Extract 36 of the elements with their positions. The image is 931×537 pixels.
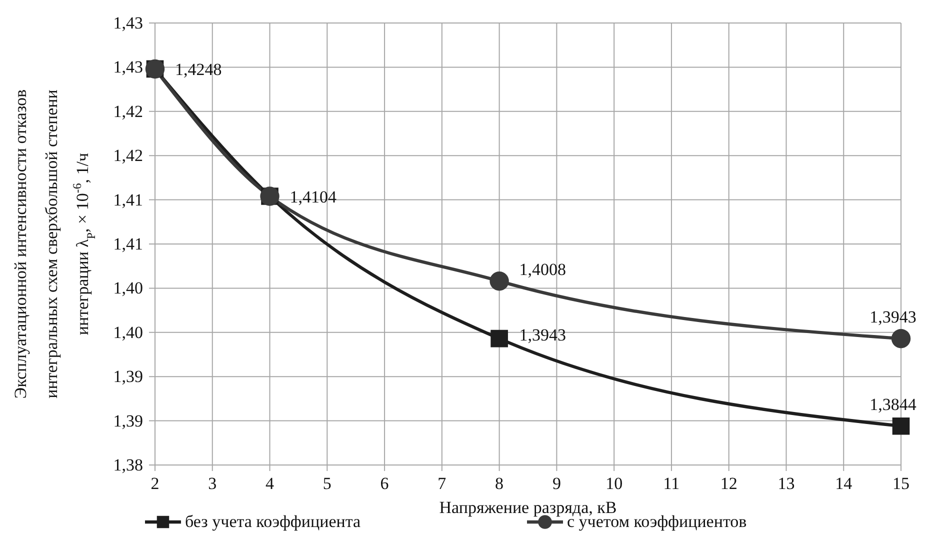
- y-tick-label: 1,39: [113, 367, 143, 386]
- point: [891, 329, 911, 348]
- point: [892, 417, 910, 435]
- data-label: 1,3844: [870, 395, 917, 414]
- y-tick-label: 1,42: [113, 102, 143, 121]
- y-tick-label: 1,40: [113, 322, 143, 342]
- x-tick-label: 14: [835, 474, 853, 494]
- data-label: 1,3943: [870, 308, 916, 327]
- point: [490, 330, 508, 348]
- x-tick-label: 11: [663, 474, 680, 494]
- y-tick-label: 1,40: [113, 278, 143, 298]
- data-label: 1,4104: [290, 187, 338, 206]
- x-tick-label: 4: [266, 474, 275, 494]
- x-tick-label: 7: [438, 474, 447, 494]
- x-tick-label: 6: [380, 474, 389, 494]
- point: [490, 272, 509, 291]
- x-tick-label: 8: [495, 474, 504, 494]
- data-label: 1,4008: [519, 260, 566, 280]
- x-tick-label: 3: [208, 474, 217, 494]
- y-tick-label: 1,41: [113, 190, 143, 210]
- y-tick-label: 1,43: [113, 13, 143, 32]
- x-tick-label: 2: [150, 474, 160, 494]
- x-tick-label: 15: [892, 474, 910, 494]
- y-tick-label: 1,43: [113, 58, 143, 77]
- x-tick-label: 13: [778, 474, 795, 494]
- x-tick-label: 5: [322, 474, 332, 494]
- x-tick-label: 9: [552, 474, 561, 494]
- x-tick-label: 12: [720, 474, 738, 494]
- data-label: 1,3943: [519, 326, 566, 345]
- data-label: 1,4248: [175, 60, 222, 79]
- x-tick-label: 10: [606, 474, 623, 494]
- y-tick-label: 1,39: [113, 411, 143, 430]
- y-tick-label: 1,41: [113, 234, 143, 254]
- y-tick-label: 1,38: [113, 455, 143, 474]
- legend-label: без учета коэффициента: [185, 512, 361, 531]
- y-tick-label: 1,42: [113, 146, 143, 166]
